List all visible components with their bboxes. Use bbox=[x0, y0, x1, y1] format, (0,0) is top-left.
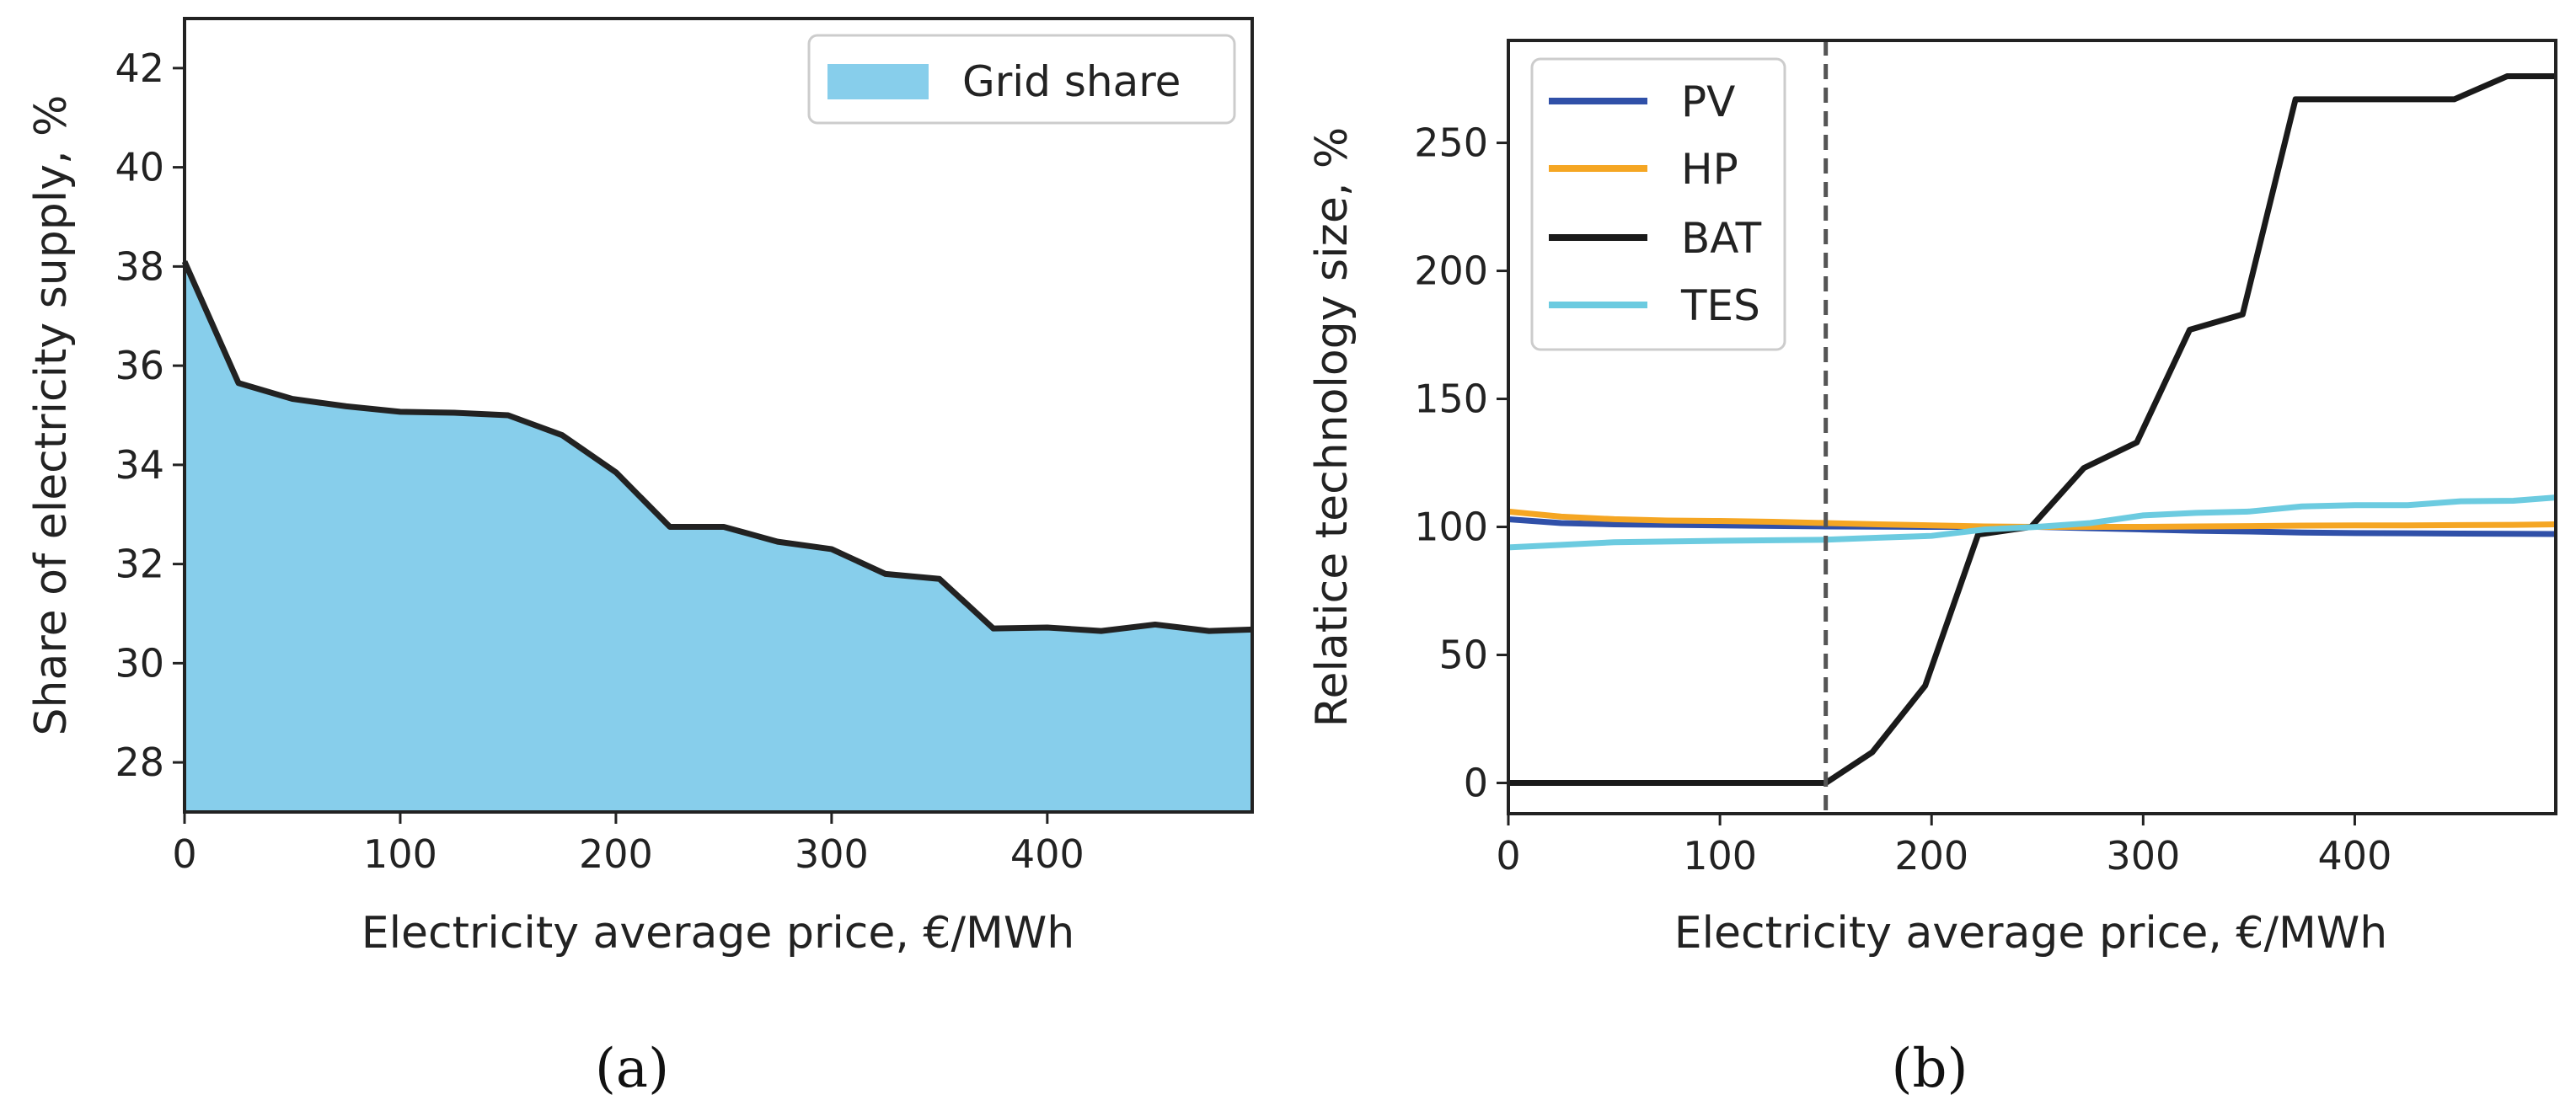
x-axis-label-b: Electricity average price, €/MWh bbox=[1674, 908, 2388, 959]
caption-b: (b) bbox=[1892, 1038, 1968, 1100]
grid-share-line bbox=[181, 260, 1253, 634]
y-tick-label: 42 bbox=[115, 45, 164, 91]
x-tick-label: 0 bbox=[172, 831, 196, 877]
y-tick-label: 34 bbox=[115, 442, 164, 488]
caption-a: (a) bbox=[595, 1038, 669, 1100]
y-tick-label: 200 bbox=[1414, 248, 1488, 294]
legend-a: Grid share bbox=[807, 34, 1236, 125]
x-tick-label: 400 bbox=[1010, 831, 1084, 877]
y-tick-label: 28 bbox=[115, 740, 164, 785]
y-tick-label: 36 bbox=[115, 343, 164, 388]
x-tick-label: 400 bbox=[2318, 833, 2392, 879]
chart-panel-b: 0 100 200 300 400 0 50 100 150 200 250 Electricity… bbox=[1307, 39, 2557, 1100]
grid-share-area bbox=[185, 261, 1252, 812]
technology-lines-layer bbox=[1508, 40, 2556, 814]
x-tick-label: 100 bbox=[363, 831, 437, 877]
legend-label-tes: TES bbox=[1680, 281, 1760, 330]
legend-label-grid-share: Grid share bbox=[962, 57, 1181, 106]
legend-label-pv: PV bbox=[1681, 77, 1735, 126]
series-line-bat bbox=[1508, 73, 2556, 787]
x-tick-label: 200 bbox=[579, 831, 653, 877]
series-line-tes bbox=[1508, 494, 2556, 551]
series-group bbox=[1508, 40, 2556, 814]
legend-label-hp: HP bbox=[1681, 145, 1738, 194]
chart-panel-a: 0 100 200 300 400 28 30 32 34 36 38 40 42 Electricit… bbox=[26, 17, 1254, 1100]
x-tick-label: 300 bbox=[2106, 833, 2180, 879]
y-tick-label: 150 bbox=[1414, 377, 1488, 422]
x-tick-label: 0 bbox=[1496, 833, 1520, 879]
axis-ticks-b: 0 100 200 300 400 0 50 100 150 200 250 bbox=[1414, 120, 2391, 879]
y-tick-label: 50 bbox=[1438, 633, 1488, 678]
y-tick-label: 38 bbox=[115, 243, 164, 289]
x-tick-label: 100 bbox=[1683, 833, 1757, 879]
legend-box-b bbox=[1530, 57, 1786, 351]
y-tick-label: 30 bbox=[115, 640, 164, 686]
plot-frame-a bbox=[183, 17, 1254, 814]
x-tick-label: 200 bbox=[1894, 833, 1968, 879]
legend-box-a bbox=[807, 34, 1236, 125]
legend-swatch-grid-share bbox=[827, 64, 929, 99]
y-axis-label-b: Relatice technology size, % bbox=[1307, 127, 1358, 728]
grid-share-area-layer bbox=[181, 260, 1253, 812]
y-tick-label: 32 bbox=[115, 542, 164, 587]
x-axis-label-a: Electricity average price, €/MWh bbox=[361, 908, 1075, 959]
y-tick-label: 250 bbox=[1414, 120, 1488, 166]
y-tick-label: 100 bbox=[1414, 505, 1488, 550]
y-axis-label-a: Share of electricity supply, % bbox=[26, 95, 77, 736]
y-tick-label: 0 bbox=[1464, 761, 1488, 806]
legend-label-bat: BAT bbox=[1681, 214, 1762, 263]
plot-frame-b bbox=[1507, 39, 2557, 815]
legend-b: PV HP BAT TES bbox=[1530, 57, 1786, 351]
x-tick-label: 300 bbox=[795, 831, 869, 877]
y-tick-label: 40 bbox=[115, 145, 164, 190]
axis-ticks-a: 0 100 200 300 400 28 30 32 34 36 38 40 42 bbox=[115, 45, 1084, 877]
